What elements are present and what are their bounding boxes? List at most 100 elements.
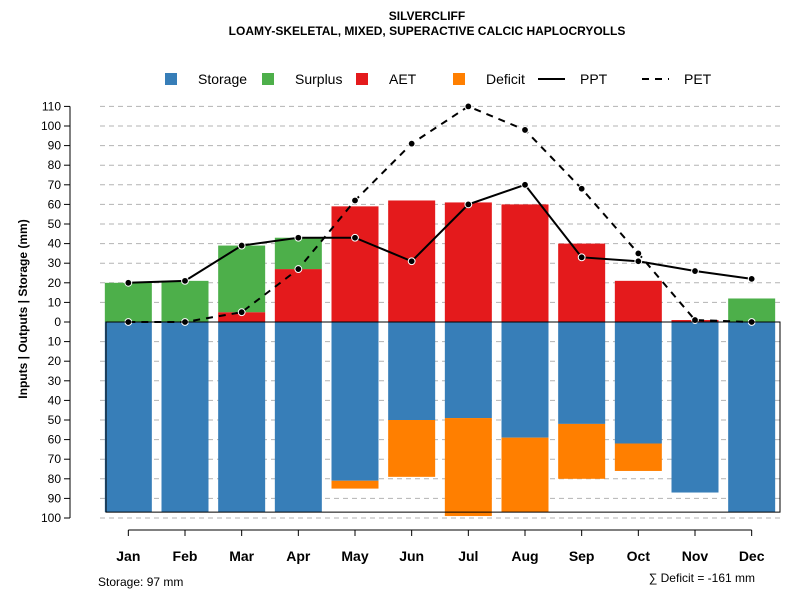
point-ppt-sep (577, 253, 586, 262)
y-tick-label: 30 (48, 374, 62, 388)
point-pet-sep (577, 184, 586, 193)
bar-aet-aug (501, 204, 549, 322)
y-tick-label: 70 (48, 178, 62, 192)
x-tick-label-feb: Feb (173, 548, 198, 564)
legend-swatch-deficit (453, 73, 465, 85)
bar-deficit-jul (444, 418, 492, 517)
point-ppt-aug (521, 180, 529, 189)
y-tick-label: 10 (48, 335, 62, 349)
legend-swatch-aet (356, 73, 368, 85)
bar-storage-jun (388, 322, 436, 420)
bar-surplus-jan (104, 282, 152, 322)
axes: 1101009080706050403020100102030405060708… (41, 99, 781, 564)
legend-label-ppt: PPT (580, 71, 608, 87)
legend-swatch-storage (165, 73, 177, 85)
legend-item-storage: Storage (165, 71, 247, 87)
point-ppt-jan (124, 278, 133, 287)
legend-swatch-surplus (262, 73, 274, 85)
point-pet-jun (407, 139, 416, 148)
y-tick-label: 90 (48, 491, 62, 505)
point-pet-may (351, 196, 359, 205)
y-tick-label: 60 (48, 197, 62, 211)
bar-deficit-oct (614, 443, 662, 471)
bar-storage-jan (104, 322, 152, 513)
bar-storage-feb (161, 322, 209, 513)
y-tick-label: 0 (54, 315, 61, 329)
bar-storage-may (331, 322, 379, 481)
point-pet-mar (237, 308, 246, 317)
bar-aet-oct (614, 280, 662, 322)
y-tick-label: 100 (41, 511, 61, 525)
y-axis-title: Inputs | Outputs | Storage (mm) (16, 219, 30, 398)
bar-storage-nov (671, 322, 719, 493)
y-tick-label: 10 (48, 295, 62, 309)
storage-note: Storage: 97 mm (98, 575, 183, 589)
bar-storage-sep (558, 322, 606, 424)
bar-aet-jul (444, 202, 492, 322)
y-tick-label: 20 (48, 276, 62, 290)
bar-deficit-aug (501, 437, 549, 513)
x-tick-label-oct: Oct (627, 548, 651, 564)
x-tick-label-dec: Dec (739, 548, 765, 564)
point-ppt-jul (464, 200, 473, 209)
y-tick-label: 20 (48, 354, 62, 368)
bar-surplus-feb (161, 280, 209, 322)
bar-deficit-jun (388, 420, 436, 477)
chart-title: SILVERCLIFF (389, 9, 465, 23)
chart-subtitle: LOAMY-SKELETAL, MIXED, SUPERACTIVE CALCI… (229, 24, 626, 38)
deficit-note: ∑ Deficit = -161 mm (649, 571, 755, 585)
point-ppt-may (351, 233, 359, 242)
bar-deficit-may (331, 480, 379, 489)
y-tick-label: 70 (48, 452, 62, 466)
bar-storage-mar (218, 322, 266, 513)
point-ppt-nov (691, 267, 699, 275)
bar-storage-oct (614, 322, 662, 444)
x-tick-label-sep: Sep (569, 548, 595, 564)
point-pet-aug (521, 126, 529, 134)
lines (124, 102, 756, 326)
y-tick-label: 60 (48, 433, 62, 447)
line-pet (128, 105, 752, 323)
x-tick-label-jul: Jul (458, 548, 478, 564)
y-tick-label: 50 (48, 217, 62, 231)
y-tick-label: 90 (48, 139, 62, 153)
y-tick-label: 110 (42, 99, 61, 113)
point-ppt-jun (407, 257, 416, 266)
legend-label-pet: PET (684, 71, 712, 87)
point-pet-apr (294, 265, 303, 273)
x-tick-label-apr: Apr (286, 548, 311, 564)
bar-storage-apr (274, 322, 322, 513)
y-tick-label: 50 (48, 413, 62, 427)
y-tick-label: 30 (48, 256, 62, 270)
x-tick-label-nov: Nov (682, 548, 709, 564)
legend-item-pet: PET (642, 71, 712, 87)
bar-storage-aug (501, 322, 549, 438)
point-pet-oct (634, 249, 643, 258)
point-ppt-oct (634, 257, 643, 266)
legend-item-ppt: PPT (538, 71, 608, 87)
bar-surplus-apr (274, 237, 322, 270)
x-tick-label-mar: Mar (229, 548, 254, 564)
x-tick-label-jun: Jun (399, 548, 424, 564)
bars (104, 200, 776, 517)
point-ppt-feb (181, 276, 189, 285)
y-tick-label: 100 (41, 119, 61, 133)
y-tick-label: 40 (48, 393, 62, 407)
point-pet-jul (464, 102, 473, 111)
x-tick-label-aug: Aug (511, 548, 538, 564)
legend-item-aet: AET (356, 71, 417, 87)
bar-aet-mar (218, 312, 266, 322)
bar-aet-may (331, 206, 379, 322)
point-ppt-mar (237, 241, 246, 250)
legend-label-storage: Storage (198, 71, 247, 87)
point-ppt-apr (294, 233, 303, 242)
y-tick-label: 80 (48, 158, 62, 172)
bar-surplus-dec (728, 298, 776, 322)
legend-label-deficit: Deficit (486, 71, 525, 87)
bar-aet-apr (274, 269, 322, 322)
legend-item-surplus: Surplus (262, 71, 342, 87)
line-ppt (128, 183, 752, 284)
bar-storage-jul (444, 322, 492, 419)
legend-item-deficit: Deficit (453, 71, 525, 87)
